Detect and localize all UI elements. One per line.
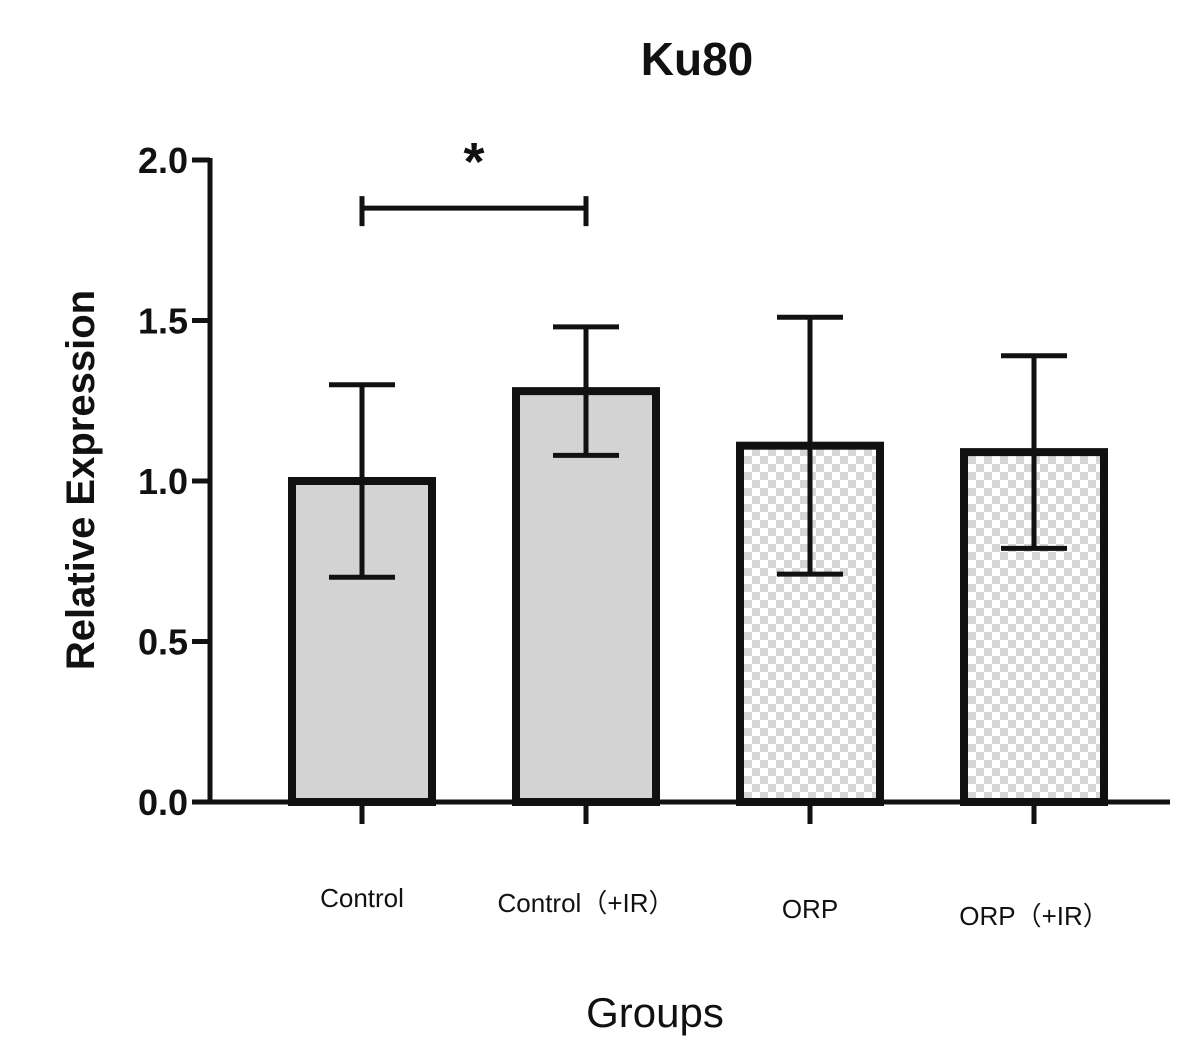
- x-tick-label: ORP（+IR）: [959, 901, 1109, 931]
- y-tick-label: 1.5: [138, 301, 188, 342]
- y-axis-ticks: 0.0 0.5 1.0 1.5 2.0: [138, 140, 210, 823]
- y-tick-label: 0.5: [138, 622, 188, 663]
- bars-group: [288, 387, 1108, 806]
- chart-title: Ku80: [641, 33, 753, 85]
- error-bar-1: [553, 324, 619, 458]
- x-axis-ticks: Control Control（+IR） ORP ORP（+IR）: [320, 802, 1109, 931]
- x-axis-label: Groups: [586, 989, 724, 1036]
- significance-group: *: [359, 132, 589, 227]
- significance-label: *: [463, 132, 484, 192]
- error-bar-0: [329, 382, 395, 580]
- error-bar-2: [777, 314, 843, 577]
- x-tick-label: Control（+IR）: [498, 888, 675, 918]
- y-tick-label: 2.0: [138, 140, 188, 181]
- y-tick-label: 0.0: [138, 782, 188, 823]
- x-tick-label: Control: [320, 883, 404, 913]
- y-tick-label: 1.0: [138, 461, 188, 502]
- y-axis-label: Relative Expression: [59, 290, 103, 670]
- x-tick-label: ORP: [782, 894, 838, 924]
- error-bars-group: [329, 314, 1067, 580]
- significance-bracket: *: [359, 132, 589, 227]
- error-bar-3: [1001, 353, 1067, 551]
